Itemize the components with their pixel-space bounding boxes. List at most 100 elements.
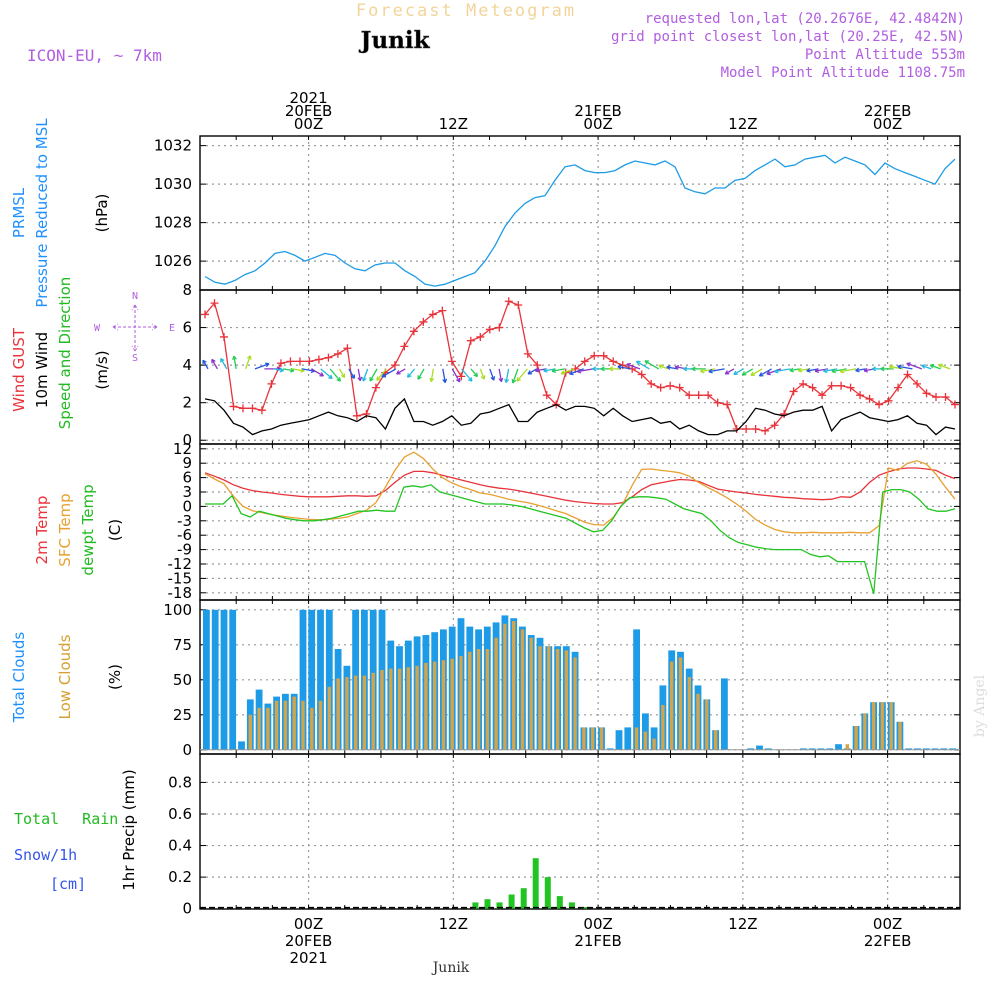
gust-marker [248,404,257,413]
wind-direction-arrow [527,368,538,375]
y-tick-label: 6 [182,319,192,337]
y-tick-label: 75 [173,636,192,654]
gust-marker [580,357,589,366]
wind-direction-arrow [470,368,478,377]
y-tick-label: 9 [182,454,192,472]
wind-arrow-head [921,364,926,369]
wind-direction-arrow [774,368,791,373]
time-label-bottom: 00Z [583,915,612,933]
y-tick-label: 0.4 [168,837,192,855]
wind-direction-arrow [938,364,951,370]
gust-marker [229,402,238,411]
wind-arrow-head [823,368,828,374]
compass-east: E [169,323,175,334]
panel-precip: 0 0.2 0.4 0.6 0.8 Total Rain Snow/1h [cm] 1hr Pr… [14,753,961,918]
wind-direction-arrow [505,368,510,383]
time-label-top: 20FEB [285,102,332,120]
wind-arrow-head [774,368,779,374]
wind-arrow-head [350,374,355,379]
gust-marker [362,409,371,418]
wind-arrow-head [300,367,305,373]
compass-west: W [94,323,101,334]
gust-marker [390,361,399,370]
label-wind-gust: Wind GUST [10,327,28,412]
low-cloud-bar [494,637,498,750]
gust-marker [865,394,874,403]
compass-south: S [132,353,138,364]
wind-arrow-head [831,368,836,374]
low-cloud-bar [433,661,437,750]
rain-bar [496,902,503,909]
wind-arrow-head [232,355,237,361]
location-title: Junik [359,27,431,54]
wind-direction-arrow [658,364,669,370]
wind-direction-arrow [451,368,461,383]
wind-direction-arrow [906,362,923,370]
wind-arrow-head [626,362,631,368]
low-cloud-bar [257,707,261,750]
total-cloud-bar [940,748,948,750]
low-cloud-bar [292,696,296,750]
wind-arrow-head [576,368,582,374]
wind-direction-arrow [396,368,406,375]
wind-arrow-head [357,376,363,382]
gust-marker [466,336,475,345]
wind-arrow-head [328,374,333,380]
time-label-bottom: 20FEB [285,932,332,950]
wind-arrow-head [504,378,510,384]
label-pressure-msl: Pressure Reduced to MSL [33,118,51,308]
low-cloud-bar [283,700,288,750]
wind-arrow-head [289,367,295,373]
gust-marker [590,351,599,360]
wind-direction-arrow [329,368,341,382]
wind-direction-arrow [310,368,324,377]
low-cloud-bar [415,665,419,750]
wind-arrow-head [551,368,557,373]
time-label-top: 21FEB [574,102,621,120]
gust-marker [742,424,751,433]
wind-direction-arrow [733,368,744,375]
wind-direction-arrow [283,368,295,372]
wind-arrow-head [806,367,811,373]
gust-marker [352,411,361,420]
wind-direction-arrow [461,368,473,382]
wind-arrow-head [376,376,381,381]
wind-arrow-head [467,377,473,382]
label-total-clouds: Total Clouds [10,632,28,724]
wind-direction-arrow [708,368,725,373]
total-cloud-bar [325,609,333,750]
wind-arrow-head [789,367,794,373]
wind-direction-arrow [320,368,333,380]
total-cloud-bar [826,748,834,750]
total-cloud-bar [905,748,913,750]
gust-marker [694,391,703,400]
gust-marker [799,379,808,388]
gust-marker [846,383,855,392]
wind-direction-arrow [362,368,369,382]
low-cloud-bar [538,646,542,750]
gust-marker [770,421,779,430]
low-cloud-bar [371,672,375,750]
y-tick-label: 25 [173,706,192,724]
gust-marker [504,297,513,306]
gust-marker [476,332,485,341]
gust-marker [371,383,380,392]
low-cloud-bar [406,667,410,750]
rain-bar [472,902,479,909]
total-cloud-bar [615,730,623,750]
rain-bar [556,896,563,909]
low-cloud-bar [529,637,533,750]
y-tick-label: -3 [177,512,192,530]
low-cloud-bar [520,629,525,750]
gust-marker [457,372,466,381]
total-cloud-bar [764,748,772,750]
wind-direction-arrow [357,368,362,381]
wind-arrow-head [683,366,688,372]
gust-marker [400,342,409,351]
wind-direction-arrow [766,368,782,375]
label-prmsl: PRMSL [10,187,28,238]
gust-marker [875,400,884,409]
wind-arrow-head [766,370,771,376]
series-2m-temp-line [204,467,956,505]
y-tick-label: 8 [182,281,192,299]
